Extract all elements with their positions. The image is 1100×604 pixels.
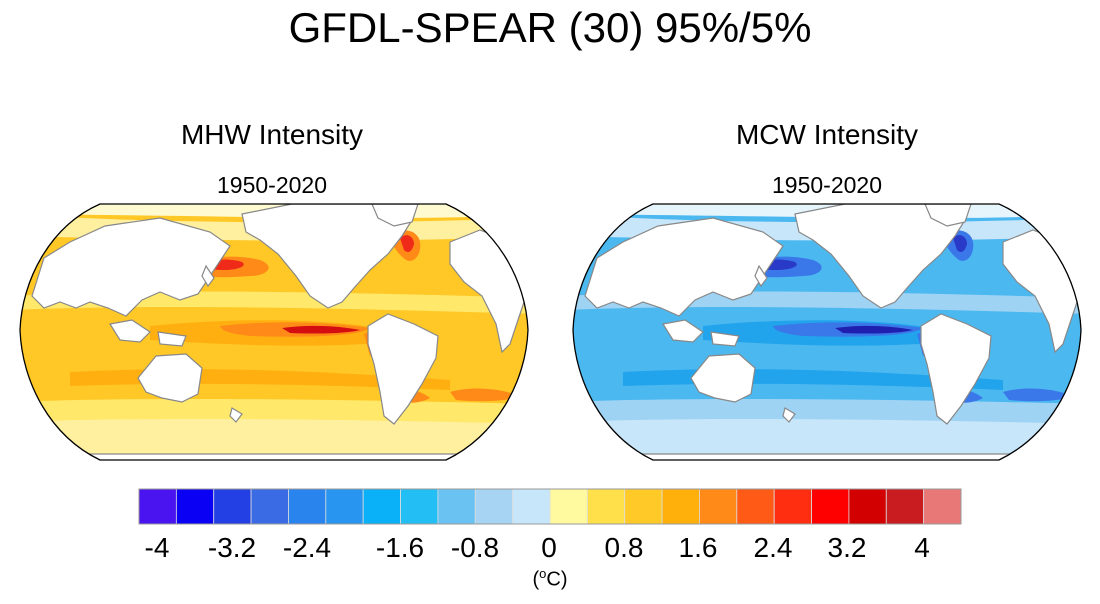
- colorbar-swatch: [213, 488, 252, 525]
- colorbar-tick: -0.8: [450, 532, 500, 563]
- colorbar-swatch: [512, 488, 551, 525]
- figure-title: GFDL-SPEAR (30) 95%/5%: [288, 4, 812, 51]
- colorbar-swatch: [923, 488, 962, 525]
- colorbar-swatch: [175, 488, 215, 525]
- colorbar-swatch: [400, 488, 439, 525]
- colorbar-swatch: [848, 488, 887, 525]
- colorbar-swatch: [138, 488, 177, 525]
- mhw-panel-period: 1950-2020: [217, 172, 327, 198]
- colorbar: [138, 488, 962, 525]
- land-greenland: [924, 204, 972, 227]
- agulhas-core: [1003, 388, 1073, 402]
- colorbar-swatch: [736, 488, 775, 525]
- colorbar-swatch: [699, 488, 738, 525]
- colorbar-swatch: [288, 488, 327, 525]
- colorbar-swatch: [773, 488, 812, 525]
- colorbar-tick: -3.2: [207, 532, 257, 563]
- colorbar-tick: 3.2: [827, 532, 867, 563]
- colorbar-swatch: [624, 488, 663, 525]
- colorbar-tick: 4: [914, 532, 930, 563]
- colorbar-unit-label: (oC): [532, 566, 568, 591]
- land-papua: [157, 331, 187, 347]
- mcw-panel-period: 1950-2020: [772, 172, 882, 198]
- colorbar-swatch: [362, 488, 401, 525]
- land-antarctica: [573, 453, 1081, 460]
- agulhas-core: [450, 388, 520, 402]
- colorbar-tick: 0: [541, 532, 557, 563]
- land-japan: [754, 264, 768, 288]
- land-asia: [584, 217, 784, 317]
- colorbar-swatch: [325, 488, 364, 525]
- land-south-america: [920, 313, 992, 425]
- land-australia: [690, 353, 756, 403]
- colorbar-tick: 0.8: [604, 532, 644, 563]
- land-new-zealand: [782, 407, 796, 423]
- gulf-stream-peak: [400, 235, 414, 252]
- land-new-zealand: [229, 407, 243, 423]
- mcw-intensity-map: [572, 203, 1082, 461]
- colorbar-swatch: [586, 488, 626, 525]
- land-papua: [710, 331, 740, 347]
- colorbar-frame: [138, 488, 962, 525]
- colorbar-swatch: [549, 488, 588, 525]
- land-australia: [137, 353, 203, 403]
- land-maritime-se-asia: [662, 319, 704, 343]
- colorbar-swatch: [250, 488, 289, 525]
- land-japan: [201, 264, 215, 288]
- mcw-panel-title: MCW Intensity: [735, 119, 919, 150]
- colorbar-tick: 2.4: [753, 532, 793, 563]
- colorbar-tick: 1.6: [678, 532, 718, 563]
- map-border: [19, 203, 529, 461]
- equatorial-peak: [282, 325, 360, 334]
- land-antarctica: [20, 453, 528, 460]
- colorbar-swatch: [474, 488, 514, 525]
- colorbar-swatch: [437, 488, 476, 525]
- mhw-intensity-map: [19, 203, 529, 461]
- colorbar-swatch: [811, 488, 850, 525]
- map-border: [572, 203, 1082, 461]
- land-greenland: [371, 204, 419, 227]
- equatorial-peak: [835, 325, 913, 334]
- land-maritime-se-asia: [109, 319, 151, 343]
- colorbar-tick: -2.4: [282, 532, 332, 563]
- gulf-stream-peak: [953, 235, 967, 252]
- colorbar-tick: -4: [144, 532, 170, 563]
- colorbar-swatch: [885, 488, 925, 525]
- land-south-america: [367, 313, 439, 425]
- land-asia: [31, 217, 231, 317]
- colorbar-swatch: [661, 488, 700, 525]
- colorbar-tick: -1.6: [375, 532, 425, 563]
- mhw-panel-title: MHW Intensity: [180, 119, 364, 150]
